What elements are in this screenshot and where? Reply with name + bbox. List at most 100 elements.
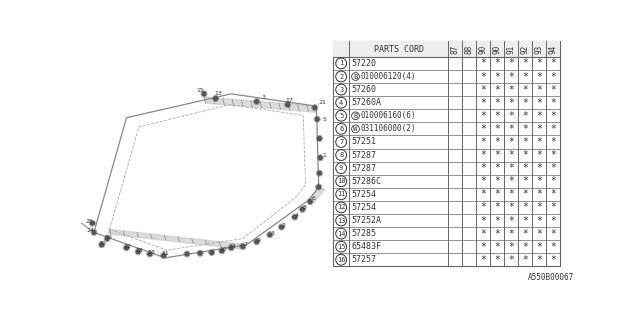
Text: *: * [536,98,541,108]
Text: 22: 22 [124,244,131,249]
Text: 57286C: 57286C [351,177,381,186]
Circle shape [162,254,166,258]
Text: *: * [494,71,500,82]
Text: *: * [522,163,528,173]
Text: *: * [550,84,556,95]
Text: *: * [522,255,528,265]
Text: 57285: 57285 [351,229,376,238]
Text: *: * [536,59,541,68]
Circle shape [280,225,284,229]
Text: *: * [522,189,528,199]
Text: *: * [494,203,500,212]
Text: *: * [536,189,541,199]
Text: 14: 14 [337,231,346,236]
Text: 3: 3 [262,95,266,100]
Text: 3: 3 [270,231,274,236]
Text: 92: 92 [520,44,529,54]
Text: *: * [480,215,486,226]
Text: *: * [494,228,500,239]
Bar [333,42,560,266]
Text: *: * [536,124,541,134]
Text: *: * [536,215,541,226]
Circle shape [241,244,244,248]
Circle shape [100,243,104,247]
Text: 57252A: 57252A [351,216,381,225]
Text: *: * [508,124,514,134]
Text: 11: 11 [337,191,346,197]
Text: *: * [480,203,486,212]
Text: *: * [480,176,486,186]
Text: *: * [550,189,556,199]
Text: *: * [522,71,528,82]
Circle shape [220,249,224,253]
Text: *: * [522,176,528,186]
Text: *: * [480,150,486,160]
Text: 57287: 57287 [351,164,376,173]
Text: *: * [480,71,486,82]
Text: 1: 1 [322,153,326,158]
Text: *: * [550,150,556,160]
Circle shape [292,215,296,219]
Circle shape [268,233,272,237]
Text: B: B [353,74,358,79]
Text: 57260: 57260 [351,85,376,94]
Text: 18: 18 [136,248,143,253]
Text: *: * [508,150,514,160]
Text: 57220: 57220 [351,59,376,68]
Text: *: * [522,215,528,226]
Text: *: * [522,59,528,68]
Text: 90: 90 [492,44,502,54]
Text: 57257: 57257 [351,255,376,264]
Text: *: * [508,163,514,173]
Text: 15: 15 [337,244,346,250]
Text: *: * [494,59,500,68]
Polygon shape [204,97,316,112]
Text: *: * [480,228,486,239]
Text: 6: 6 [339,126,343,132]
Text: *: * [494,189,500,199]
Text: *: * [494,137,500,147]
Text: B: B [353,113,358,119]
Circle shape [317,185,321,189]
Text: 5: 5 [322,117,326,122]
Text: *: * [550,137,556,147]
Text: *: * [536,163,541,173]
Text: *: * [550,71,556,82]
Text: 57254: 57254 [351,203,376,212]
Text: *: * [480,59,486,68]
Circle shape [316,117,319,121]
Text: *: * [536,71,541,82]
Text: *: * [536,111,541,121]
Text: *: * [550,176,556,186]
Text: 5: 5 [339,113,343,119]
Text: *: * [494,163,500,173]
Text: *: * [550,111,556,121]
Text: 24: 24 [87,228,95,233]
Circle shape [198,251,202,255]
Text: *: * [508,84,514,95]
Text: 7: 7 [243,242,247,247]
Text: 20: 20 [99,241,106,246]
Text: 14: 14 [228,244,237,249]
Text: *: * [494,98,500,108]
Text: 1: 1 [339,60,343,67]
Text: W: W [353,126,358,132]
Text: *: * [522,98,528,108]
Text: *: * [536,228,541,239]
Text: *: * [494,150,500,160]
Bar [333,42,560,57]
Text: *: * [536,255,541,265]
Text: *: * [508,176,514,186]
Text: *: * [550,242,556,252]
Text: *: * [480,84,486,95]
Circle shape [286,103,290,107]
Text: 010006120(4): 010006120(4) [360,72,415,81]
Text: 010006160(6): 010006160(6) [360,111,415,120]
Text: *: * [536,84,541,95]
Text: *: * [508,203,514,212]
Text: 93: 93 [534,44,543,54]
Text: *: * [508,71,514,82]
Text: *: * [508,111,514,121]
Circle shape [125,246,129,250]
Text: 6: 6 [312,196,316,201]
